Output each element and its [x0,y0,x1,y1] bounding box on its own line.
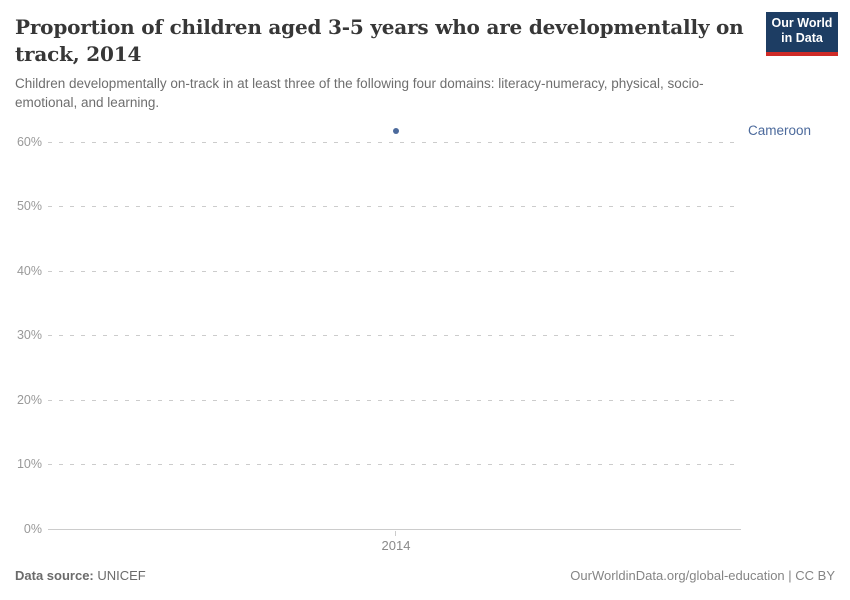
gridline [48,206,741,208]
x-axis-tick-label: 2014 [381,538,411,553]
y-axis-tick-label: 0% [23,521,42,536]
footer-source-value: UNICEF [93,568,146,583]
gridline [48,464,741,466]
footer-source-label: Data source: [15,568,94,583]
gridline [48,335,741,337]
y-axis-tick-label: 40% [16,263,42,278]
data-point-cameroon[interactable] [392,128,399,135]
gridline [48,141,741,143]
entity-label-cameroon[interactable]: Cameroon [748,123,812,139]
gridline [48,270,741,272]
y-axis-tick-label: 50% [16,199,42,214]
page-subtitle: Children developmentally on-track in at … [15,76,704,110]
footer-citation[interactable]: OurWorldinData.org/global-education | CC… [570,568,835,583]
owid-logo[interactable]: Our World in Data [766,12,838,56]
owid-logo-line2: in Data [781,31,823,45]
x-axis-tick [395,531,396,536]
y-axis-tick-label: 30% [16,328,42,343]
footer-data-source: Data source: UNICEF [15,568,146,583]
x-axis-line [48,528,741,530]
y-axis-tick-label: 60% [16,134,42,149]
gridline [48,399,741,401]
y-axis-tick-label: 20% [16,392,42,407]
owid-logo-line1: Our World [771,16,833,30]
page-title: Proportion of children aged 3-5 years wh… [15,15,744,66]
y-axis-tick-label: 10% [16,457,42,472]
